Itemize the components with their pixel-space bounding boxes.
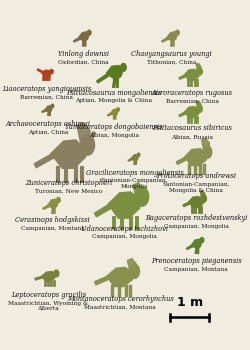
- Polygon shape: [34, 154, 54, 168]
- Ellipse shape: [121, 64, 126, 71]
- Text: Campanian, Mongolia: Campanian, Mongolia: [92, 234, 157, 239]
- Polygon shape: [184, 69, 199, 80]
- Ellipse shape: [200, 238, 204, 243]
- Polygon shape: [176, 157, 186, 164]
- Polygon shape: [45, 106, 52, 112]
- Polygon shape: [106, 65, 122, 80]
- Polygon shape: [166, 32, 177, 41]
- Text: Santonian-Campanian,
Mongolia & China: Santonian-Campanian, Mongolia & China: [162, 182, 230, 193]
- Text: Campanian, Montana: Campanian, Montana: [164, 267, 228, 272]
- Text: Auroraceratops rugosus: Auroraceratops rugosus: [152, 89, 232, 97]
- Polygon shape: [94, 276, 109, 285]
- Polygon shape: [51, 140, 86, 168]
- Polygon shape: [133, 183, 143, 195]
- Polygon shape: [108, 192, 140, 218]
- Polygon shape: [179, 75, 186, 79]
- Polygon shape: [196, 64, 201, 70]
- Polygon shape: [196, 101, 201, 107]
- Text: 1 m: 1 m: [177, 296, 203, 309]
- Polygon shape: [128, 159, 132, 161]
- Ellipse shape: [56, 197, 60, 203]
- Polygon shape: [186, 245, 193, 249]
- Ellipse shape: [80, 135, 94, 155]
- Polygon shape: [179, 112, 186, 117]
- Text: Barremian, China: Barremian, China: [166, 98, 218, 103]
- Polygon shape: [162, 38, 168, 42]
- Polygon shape: [107, 267, 132, 287]
- Text: Campanian, Montana: Campanian, Montana: [20, 226, 84, 231]
- Polygon shape: [189, 197, 203, 208]
- Polygon shape: [94, 204, 110, 217]
- Ellipse shape: [201, 195, 206, 202]
- Text: Albian, Russia: Albian, Russia: [171, 134, 213, 139]
- Polygon shape: [42, 110, 46, 112]
- Ellipse shape: [204, 146, 212, 158]
- Text: Barremian, China: Barremian, China: [20, 95, 73, 100]
- Text: Aptian, Mongolia & China: Aptian, Mongolia & China: [76, 98, 152, 103]
- Polygon shape: [35, 276, 43, 280]
- Polygon shape: [184, 107, 199, 118]
- Polygon shape: [191, 239, 202, 248]
- Text: Protoceratops andrewsi: Protoceratops andrewsi: [156, 172, 236, 180]
- Polygon shape: [48, 199, 58, 208]
- Text: Cerasinops hodgskissi: Cerasinops hodgskissi: [15, 216, 90, 224]
- Polygon shape: [110, 109, 118, 116]
- Polygon shape: [185, 149, 206, 166]
- Text: Maastrichtian, Wyoming &
Alberta: Maastrichtian, Wyoming & Alberta: [8, 301, 88, 311]
- Text: Maastrichtian, Montana: Maastrichtian, Montana: [84, 305, 156, 310]
- Ellipse shape: [51, 104, 54, 108]
- Polygon shape: [202, 139, 209, 149]
- Polygon shape: [74, 38, 80, 42]
- Text: Archaeoceratops oshimai: Archaeoceratops oshimai: [6, 120, 91, 128]
- Text: Bagaceratops rozhdestvenskyi: Bagaceratops rozhdestvenskyi: [145, 214, 247, 222]
- Polygon shape: [37, 69, 43, 73]
- Text: Udanoceratops tschizhovi: Udanoceratops tschizhovi: [81, 224, 168, 232]
- Text: Campanian, Mongolia: Campanian, Mongolia: [164, 224, 228, 229]
- Polygon shape: [43, 205, 49, 209]
- Text: Leptoceratops gracilis: Leptoceratops gracilis: [11, 291, 86, 299]
- Polygon shape: [96, 74, 108, 83]
- Ellipse shape: [136, 187, 149, 206]
- Polygon shape: [131, 154, 138, 161]
- Ellipse shape: [87, 30, 91, 35]
- Text: Zuniceratops christopheri: Zuniceratops christopheri: [25, 179, 112, 187]
- Text: Santonian-Campanian,
Mongolia: Santonian-Campanian, Mongolia: [101, 178, 168, 189]
- Ellipse shape: [197, 68, 202, 75]
- Text: Albian, Mongolia: Albian, Mongolia: [89, 133, 139, 138]
- Polygon shape: [200, 191, 205, 197]
- Text: Yinlong downsi: Yinlong downsi: [58, 50, 109, 58]
- Polygon shape: [77, 123, 90, 141]
- Polygon shape: [183, 202, 190, 206]
- Text: Montanoceratops cerorhynchus: Montanoceratops cerorhynchus: [67, 295, 174, 303]
- Text: Liaoceratops yangiouensis: Liaoceratops yangiouensis: [2, 85, 91, 93]
- Ellipse shape: [176, 30, 179, 35]
- Polygon shape: [108, 113, 112, 116]
- Text: Prenoceratops pieganensis: Prenoceratops pieganensis: [151, 257, 242, 265]
- Text: Tithonian, China: Tithonian, China: [147, 60, 196, 65]
- Text: Yamaceratops dongobaiensis: Yamaceratops dongobaiensis: [65, 124, 163, 131]
- Polygon shape: [127, 259, 136, 269]
- Ellipse shape: [130, 264, 140, 278]
- Text: Aptian, China: Aptian, China: [28, 130, 69, 135]
- Polygon shape: [42, 272, 55, 281]
- Ellipse shape: [137, 153, 140, 156]
- Ellipse shape: [54, 270, 59, 277]
- Text: Chaoyangsaurus youngi: Chaoyangsaurus youngi: [131, 50, 212, 58]
- Text: Psittacosaurus mongoliensis: Psittacosaurus mongoliensis: [66, 89, 162, 97]
- Polygon shape: [42, 70, 51, 77]
- Polygon shape: [78, 32, 89, 41]
- Text: Oxfordian, China: Oxfordian, China: [58, 60, 108, 65]
- Text: Graciliceratops mongoliensis: Graciliceratops mongoliensis: [86, 169, 183, 177]
- Ellipse shape: [197, 105, 202, 112]
- Text: Turonian, New Mexico: Turonian, New Mexico: [35, 189, 103, 194]
- Ellipse shape: [50, 70, 53, 74]
- Ellipse shape: [117, 108, 119, 111]
- Text: Psittacosaurus sibiricus: Psittacosaurus sibiricus: [152, 125, 232, 132]
